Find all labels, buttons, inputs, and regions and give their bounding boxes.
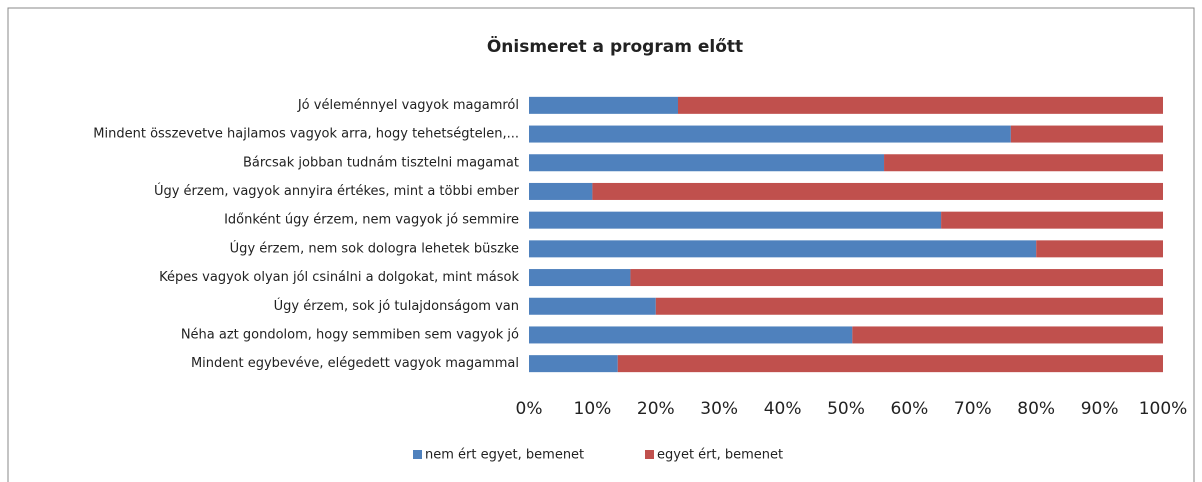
x-tick-label: 20% <box>637 399 675 419</box>
bar-segment <box>677 96 1163 114</box>
bar-segment <box>529 182 593 200</box>
x-tick-label: 90% <box>1081 399 1119 419</box>
bar-segment <box>592 182 1163 200</box>
y-tick-label: Mindent egybevéve, elégedett vagyok maga… <box>191 356 519 371</box>
bar-segment <box>884 154 1163 172</box>
x-tick-label: 60% <box>891 399 929 419</box>
legend-swatch <box>645 450 654 459</box>
bar-segment <box>1010 125 1163 143</box>
y-tick-label: Időnként úgy érzem, nem vagyok jó semmir… <box>224 213 519 228</box>
bar-segment <box>655 297 1163 315</box>
bar-segment <box>630 269 1163 287</box>
y-tick-label: Néha azt gondolom, hogy semmiben sem vag… <box>181 327 519 342</box>
x-tick-label: 50% <box>827 399 865 419</box>
legend-label: nem ért egyet, bemenet <box>425 448 584 463</box>
x-tick-label: 70% <box>954 399 992 419</box>
bar-segment <box>529 326 853 344</box>
x-tick-label: 0% <box>516 399 543 419</box>
bar-segment <box>852 326 1163 344</box>
chart-title: Önismeret a program előtt <box>487 35 743 57</box>
x-tick-label: 40% <box>764 399 802 419</box>
bar-segment <box>529 96 678 114</box>
legend-label: egyet ért, bemenet <box>657 448 783 463</box>
x-tick-label: 80% <box>1017 399 1055 419</box>
bar-segment <box>1036 240 1163 258</box>
legend-swatch <box>413 450 422 459</box>
x-tick-label: 30% <box>700 399 738 419</box>
bar-segment <box>529 211 942 229</box>
bar-segment <box>529 240 1037 258</box>
bar-segment <box>617 355 1163 373</box>
y-tick-label: Úgy érzem, vagyok annyira értékes, mint … <box>154 183 520 199</box>
x-tick-label: 10% <box>574 399 612 419</box>
x-tick-label: 100% <box>1139 399 1188 419</box>
y-tick-label: Képes vagyok olyan jól csinálni a dolgok… <box>159 270 519 285</box>
bar-segment <box>941 211 1163 229</box>
bar-segment <box>529 269 631 287</box>
bar-segment <box>529 125 1011 143</box>
chart-frame <box>7 7 1195 482</box>
bar-segment <box>529 355 618 373</box>
bar-segment <box>529 297 656 315</box>
y-tick-label: Úgy érzem, sok jó tulajdonságom van <box>274 298 519 314</box>
y-tick-label: Mindent összevetve hajlamos vagyok arra,… <box>93 127 519 142</box>
y-tick-label: Bárcsak jobban tudnám tisztelni magamat <box>243 155 519 170</box>
y-tick-label: Úgy érzem, nem sok dologra lehetek büszk… <box>230 240 519 256</box>
y-tick-label: Jó véleménnyel vagyok magamról <box>297 98 519 113</box>
bar-segment <box>529 154 885 172</box>
